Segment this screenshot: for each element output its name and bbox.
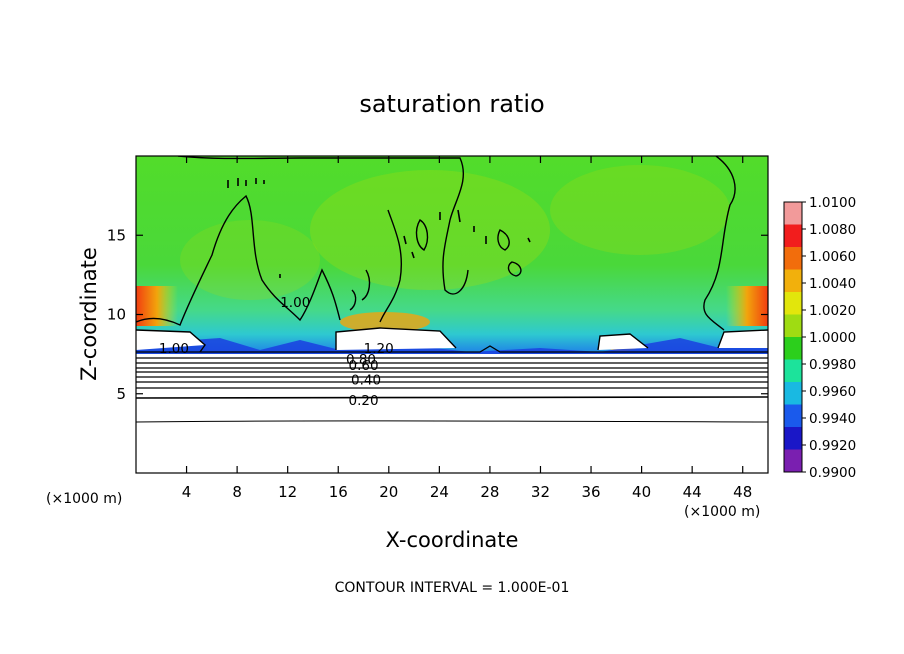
contour-dots [227,178,531,278]
colorbar-swatch [784,337,802,360]
colorbar-label: 0.9900 [809,465,856,481]
chart-title: saturation ratio [359,90,544,118]
x-tick-label: 16 [329,483,348,501]
x-tick-label: 12 [278,483,297,501]
x-tick-label: 32 [531,483,550,501]
x-tick-label: 24 [430,483,449,501]
x-tick-label: 48 [733,483,752,501]
colorbar-label: 1.0020 [809,303,856,319]
cloud-left [136,330,205,350]
colorbar-label: 0.9980 [809,357,856,373]
x-tick-label: 4 [182,483,192,501]
colorbar-label: 1.0040 [809,276,856,292]
colorbar-swatch [784,427,802,450]
colorbar-label: 0.9960 [809,384,856,400]
x-axis-label: X-coordinate [386,528,519,552]
x-tick-label: 8 [232,483,242,501]
colorbar-swatch [784,224,802,248]
y-tick-label: 5 [116,385,126,403]
field-hotspot-center [340,312,430,332]
field-patch [180,220,320,300]
contour-lines-lower [136,345,768,423]
colorbar-swatch [784,382,802,405]
colorbar-swatch [784,292,802,315]
x-unit-label-left: (×1000 m) [46,491,122,507]
field-patch [550,165,730,255]
colorbar-swatch [784,314,802,338]
colorbar: 1.0100 1.0080 1.0060 1.0040 1.0020 1.0000 0.99… [783,195,856,481]
field-low-band [136,338,768,354]
contour-lines-upper [136,156,736,331]
colorbar-swatch [784,202,802,225]
colorbar-swatch [784,359,802,383]
colorbar-label: 0.9940 [809,411,856,427]
x-unit-label-right: (×1000 m) [684,504,760,520]
colorbar-label: 1.0060 [809,249,856,265]
contour-interval-note: CONTOUR INTERVAL = 1.000E-01 [335,580,570,596]
colorbar-label: 1.0080 [809,222,856,238]
x-axis: 4 8 12 16 20 24 28 32 36 40 44 48 [182,156,752,501]
colorbar-swatch [784,247,802,270]
contour-labels: 1.00 1.00 1.200.800.600.40 0.20 [159,295,394,409]
contour-label: 1.00 [159,341,189,357]
colorbar-label: 1.0000 [809,330,856,346]
x-tick-label: 36 [581,483,600,501]
y-axis-label: Z-coordinate [77,247,101,381]
contour-label: 1.20 [364,341,394,357]
y-tick-label: 15 [107,226,126,244]
contour-label: 0.60 [348,358,378,374]
colorbar-label: 0.9920 [809,438,856,454]
y-tick-label: 10 [107,306,126,324]
contour-label: 1.00 [280,295,310,311]
cloud-center [336,328,456,350]
cloud-outlines [136,327,768,353]
contour-label: 0.80 [346,352,376,368]
x-tick-label: 44 [683,483,702,501]
colorbar-swatch [784,404,802,428]
plot-area [136,156,768,473]
y-axis: 5 10 15 [107,226,768,403]
cloud-right [718,330,768,348]
field-patch [310,170,550,290]
x-tick-label: 20 [379,483,398,501]
cloud-right-small [598,334,648,350]
saturation-field-upper [136,156,768,354]
colorbar-swatch [784,449,802,473]
contour-label: 0.20 [348,393,378,409]
field-hotspot-right [726,286,768,326]
colorbar-label: 1.0100 [809,195,856,211]
contour-label: 0.40 [351,372,381,388]
x-tick-label: 40 [632,483,651,501]
colorbar-swatch [784,269,802,293]
x-tick-label: 28 [480,483,499,501]
